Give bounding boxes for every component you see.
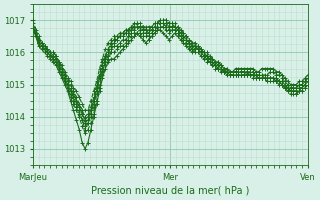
X-axis label: Pression niveau de la mer( hPa ): Pression niveau de la mer( hPa ) — [91, 186, 250, 196]
